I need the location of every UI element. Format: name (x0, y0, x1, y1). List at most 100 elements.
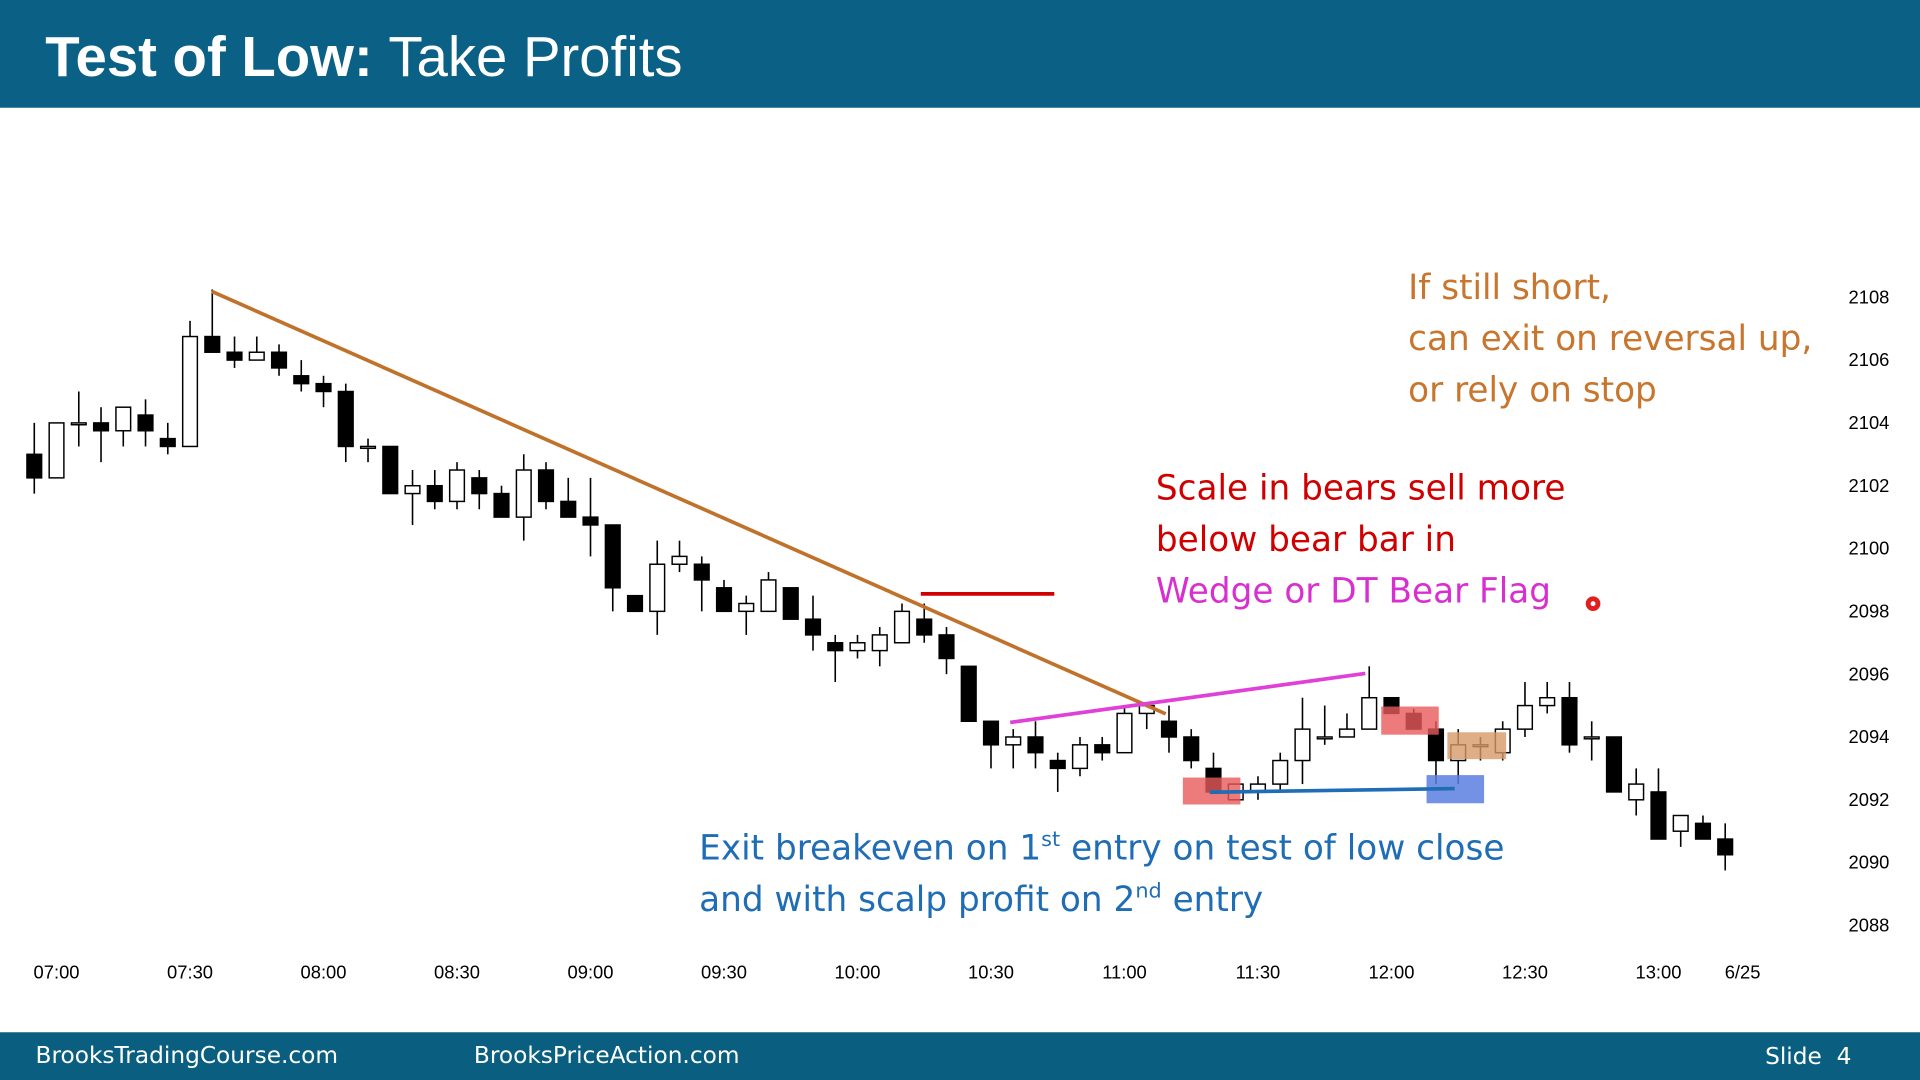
x-tick-label: 07:30 (167, 961, 213, 982)
candle-body (26, 453, 43, 479)
scale-in-note: Scale in bears sell more below bear bar … (1156, 469, 1566, 612)
annotation-shapes (211, 289, 1601, 805)
candle-body (1694, 822, 1712, 840)
x-tick-label: 09:00 (568, 961, 614, 982)
candle-body (560, 500, 577, 518)
footer-middle: BrooksPriceAction.com (474, 1042, 740, 1069)
candle-body (582, 516, 599, 526)
note-line: If still short, (1408, 268, 1611, 308)
y-tick-label: 2108 (1849, 286, 1890, 307)
candle-body (471, 477, 488, 495)
note-line: or rely on stop (1408, 371, 1657, 411)
x-tick-label: 08:30 (434, 961, 480, 982)
candle-body (248, 351, 265, 361)
candle-body (270, 351, 288, 369)
candle-body (426, 484, 443, 503)
y-tick-label: 2102 (1849, 475, 1890, 496)
highlight-box (1447, 732, 1507, 760)
header-bar (0, 0, 1920, 108)
y-tick-label: 2100 (1849, 538, 1890, 559)
candle-body (1071, 744, 1089, 770)
candle-body (493, 492, 510, 518)
note-sup: st (1041, 827, 1060, 851)
footer-left: BrooksTradingCourse.com (36, 1042, 339, 1069)
candle-body (604, 524, 621, 589)
exit-note: Exit breakeven on 1st entry on test of l… (699, 827, 1504, 920)
note-sup: nd (1135, 879, 1161, 903)
candle-body (1539, 696, 1556, 707)
note-line: and with scalp profit on 2nd entry (699, 879, 1263, 920)
candle-body (1183, 736, 1200, 762)
x-tick-label: 13:00 (1635, 961, 1681, 982)
candle-body (715, 587, 733, 613)
candle-body (48, 422, 65, 479)
x-tick-label: 10:30 (968, 961, 1014, 982)
y-tick-label: 2104 (1849, 412, 1890, 433)
candle-body (782, 587, 799, 620)
candle-body (1672, 814, 1689, 832)
candle-body (626, 594, 644, 613)
candle-body (693, 563, 710, 581)
candle-body (359, 445, 377, 450)
candle-body (226, 351, 243, 361)
note-part: entry (1162, 880, 1264, 920)
candle-body (1049, 759, 1066, 770)
candle-body (337, 390, 354, 448)
highlight-box (1381, 706, 1439, 735)
candle-body (738, 602, 755, 613)
note-part: Exit breakeven on 1 (699, 829, 1041, 869)
candle-body (671, 555, 688, 565)
candle-body (871, 634, 888, 652)
y-tick-label: 2098 (1849, 600, 1890, 621)
low-line (1209, 786, 1455, 795)
x-tick-label: 10:00 (835, 961, 881, 982)
candle-body (1338, 728, 1356, 738)
candle-body (1294, 728, 1311, 762)
y-tick-label: 2094 (1849, 726, 1890, 747)
candle-body (92, 422, 110, 432)
candle-body (1094, 744, 1111, 754)
candle-body (982, 720, 1000, 746)
candle-body (293, 375, 310, 385)
candle-body (1516, 704, 1534, 730)
candle-body (804, 618, 822, 636)
candle-body (1561, 696, 1578, 746)
candle-body (1116, 712, 1133, 754)
candle-body (938, 634, 955, 660)
candle-body (916, 618, 933, 636)
candle-body (159, 437, 176, 448)
candle-body (137, 414, 154, 432)
note-line: Scale in bears sell more (1156, 469, 1566, 509)
pointer-dot-center (1590, 601, 1596, 607)
candle-body (181, 335, 199, 448)
footer-bar (0, 1032, 1920, 1080)
candle-body (1005, 736, 1022, 746)
x-tick-label: 11:30 (1236, 961, 1281, 982)
candle-body (1628, 783, 1645, 801)
wedge-line (1009, 671, 1366, 725)
candle-body (1650, 791, 1667, 840)
x-tick-label: 09:30 (701, 961, 747, 982)
footer-right: Slide 4 (1765, 1043, 1851, 1070)
y-tick-label: 2096 (1849, 663, 1890, 684)
candle-body (70, 422, 87, 426)
candle-body (537, 469, 555, 503)
candle-body (404, 484, 421, 495)
candle-body (515, 469, 532, 518)
candle-body (1583, 736, 1600, 740)
candle-body (1605, 736, 1623, 793)
note-line: Wedge or DT Bear Flag (1156, 571, 1551, 611)
x-tick-label: 6/25 (1725, 961, 1761, 982)
note-part: and with scalp profit on 2 (699, 880, 1135, 920)
trend-line (211, 289, 1167, 716)
candle-body (115, 406, 132, 432)
x-tick-label: 08:00 (301, 961, 347, 982)
candle-body (382, 445, 399, 495)
note-line: below bear bar in (1156, 520, 1456, 560)
candle-body (649, 563, 666, 613)
note-part: entry on test of low close (1060, 829, 1504, 869)
note-line: Exit breakeven on 1st entry on test of l… (699, 827, 1504, 868)
y-tick-label: 2092 (1849, 789, 1890, 810)
y-tick-label: 2106 (1849, 349, 1890, 370)
